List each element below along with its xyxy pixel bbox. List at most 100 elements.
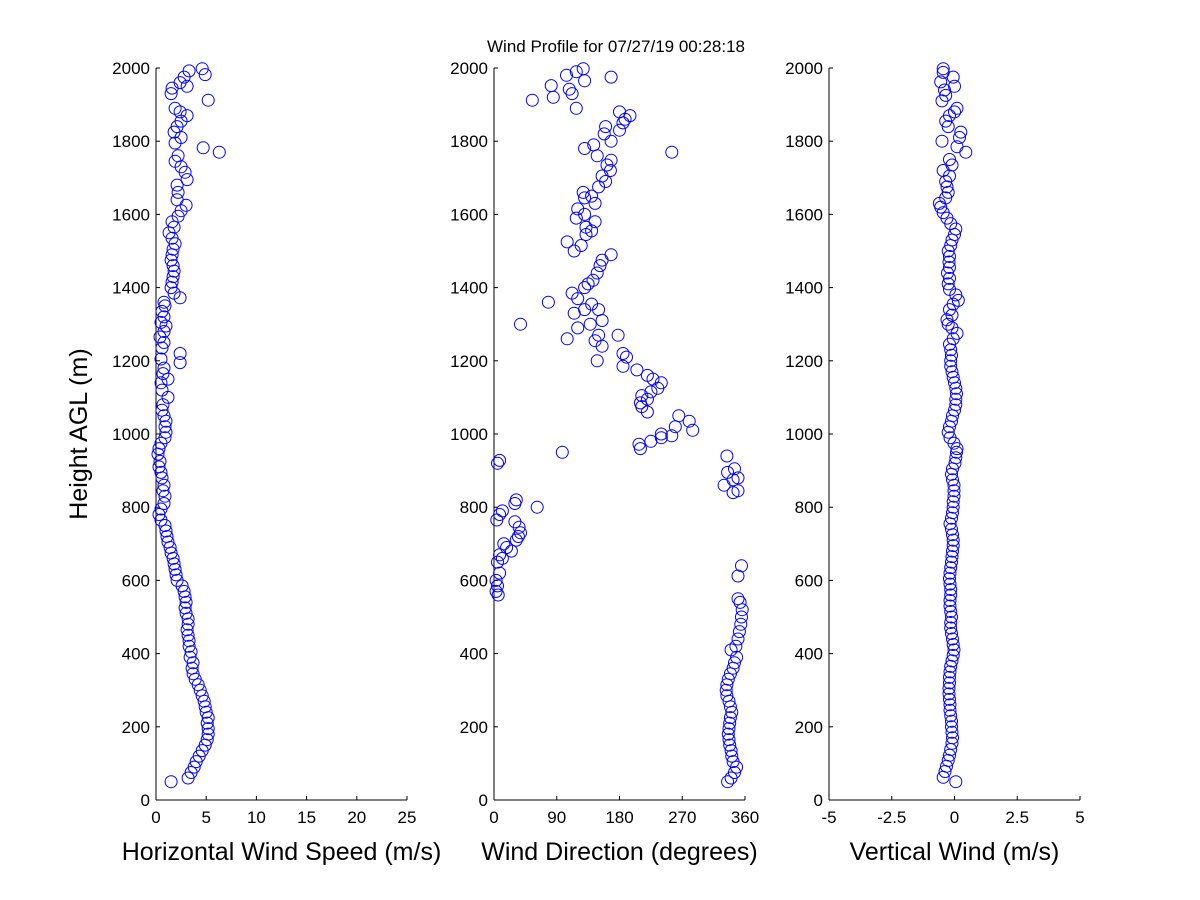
data-point	[493, 548, 507, 562]
data-point	[938, 83, 951, 97]
data-point	[942, 255, 956, 269]
data-point	[944, 709, 958, 723]
data-point	[168, 562, 182, 576]
y-tick-label: 1400	[785, 279, 823, 298]
data-point	[946, 731, 959, 745]
data-point	[511, 530, 525, 543]
x-tick-label: 90	[547, 808, 566, 827]
data-point	[731, 632, 745, 646]
y-tick-label: 200	[122, 718, 150, 737]
x-tick-label: 360	[731, 808, 759, 827]
data-point	[948, 105, 961, 119]
data-point	[590, 354, 604, 368]
y-tick-label: 1400	[450, 279, 488, 298]
y-tick-label: 1600	[112, 205, 150, 224]
chart-panel-3: -5 -2.5 0 2.5 5 0 200 400 600 800 1000 1200 1400 1600…	[785, 59, 1085, 866]
data-point	[160, 530, 174, 543]
data-point	[721, 727, 735, 741]
data-point	[945, 714, 958, 728]
data-point	[936, 65, 950, 79]
data-point	[578, 191, 592, 205]
data-point	[723, 738, 737, 752]
data-point	[731, 471, 745, 485]
data-point	[588, 196, 602, 210]
data-point	[560, 235, 574, 249]
data-point	[945, 550, 959, 564]
data-point	[635, 389, 649, 403]
data-point	[497, 537, 511, 551]
data-point	[158, 489, 172, 503]
data-point	[180, 623, 194, 637]
data-point	[943, 692, 956, 706]
data-point	[945, 365, 959, 379]
data-point	[728, 766, 741, 779]
data-point	[600, 158, 614, 172]
data-point	[943, 703, 957, 717]
data-point	[943, 109, 956, 123]
data-point	[935, 134, 949, 148]
data-point	[950, 140, 964, 154]
y-tick-label: 1800	[112, 132, 150, 151]
y-tick-label: 1600	[785, 205, 823, 224]
data-point	[936, 206, 950, 220]
data-point	[574, 239, 588, 252]
data-point	[198, 68, 212, 82]
data-point	[170, 573, 184, 587]
data-point	[630, 363, 644, 377]
data-point	[945, 725, 959, 739]
data-point	[576, 62, 590, 76]
data-point	[154, 352, 168, 366]
data-point	[569, 211, 583, 225]
data-point	[164, 253, 178, 267]
x-axis-label: Horizontal Wind Speed (m/s)	[122, 838, 442, 866]
data-point	[201, 727, 215, 741]
data-point	[934, 75, 948, 89]
data-point	[950, 387, 963, 401]
data-point	[170, 178, 184, 192]
y-tick-label: 2000	[785, 59, 823, 78]
data-point	[587, 138, 601, 152]
data-point	[166, 270, 180, 284]
data-point	[157, 497, 171, 510]
x-tick-label: 5	[1075, 808, 1084, 827]
data-point	[157, 361, 171, 375]
data-point	[723, 711, 737, 725]
data-point	[731, 484, 745, 498]
data-point	[585, 297, 599, 311]
data-point	[493, 566, 507, 580]
y-tick-label: 0	[479, 791, 488, 810]
data-point	[181, 617, 195, 631]
data-point	[944, 616, 958, 629]
y-tick-label: 1200	[450, 352, 488, 371]
data-point	[157, 325, 171, 338]
data-point	[941, 277, 955, 291]
data-point	[633, 396, 647, 410]
data-point	[672, 409, 686, 423]
data-point	[604, 248, 618, 262]
data-point	[943, 431, 957, 445]
data-point	[565, 286, 579, 300]
data-point	[183, 650, 197, 664]
data-point	[724, 744, 738, 758]
data-point	[544, 79, 558, 93]
y-tick-label: 400	[460, 645, 488, 664]
data-point	[946, 648, 960, 662]
data-point	[735, 610, 748, 624]
data-point	[161, 535, 175, 549]
x-tick-label: 2.5	[1005, 808, 1029, 827]
data-series	[932, 62, 973, 789]
data-point	[944, 354, 958, 368]
data-point	[733, 595, 747, 609]
y-tick-label: 400	[795, 645, 823, 664]
data-point	[578, 142, 592, 155]
data-point	[152, 460, 166, 474]
data-point	[945, 321, 959, 335]
data-point	[944, 561, 958, 575]
data-point	[491, 579, 504, 593]
data-point	[948, 456, 962, 470]
data-point	[153, 454, 167, 468]
y-tick-label: 0	[141, 791, 150, 810]
y-tick-label: 1000	[112, 425, 150, 444]
data-point	[665, 145, 679, 159]
